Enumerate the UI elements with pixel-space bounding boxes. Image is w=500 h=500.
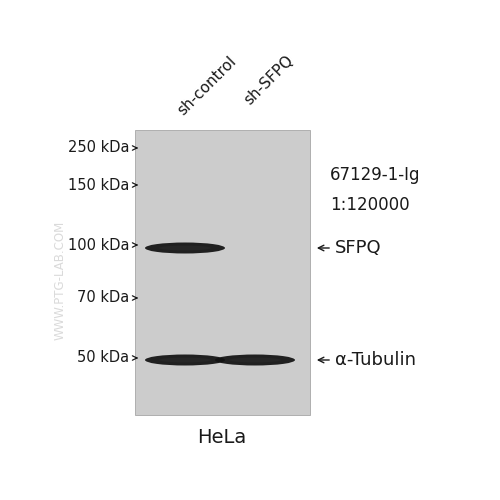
Ellipse shape xyxy=(229,358,281,362)
Ellipse shape xyxy=(145,242,225,254)
Ellipse shape xyxy=(215,354,295,366)
Text: sh-control: sh-control xyxy=(174,54,239,118)
Text: 67129-1-Ig: 67129-1-Ig xyxy=(330,166,420,184)
Text: α-Tubulin: α-Tubulin xyxy=(335,351,416,369)
Text: HeLa: HeLa xyxy=(198,428,246,447)
Text: sh-SFPQ: sh-SFPQ xyxy=(242,53,296,108)
Ellipse shape xyxy=(145,354,225,366)
Text: 70 kDa: 70 kDa xyxy=(77,290,129,306)
Ellipse shape xyxy=(159,358,211,362)
Text: 50 kDa: 50 kDa xyxy=(77,350,129,366)
Text: 250 kDa: 250 kDa xyxy=(68,140,129,156)
Text: 1:120000: 1:120000 xyxy=(330,196,409,214)
Text: WWW.PTG-LAB.COM: WWW.PTG-LAB.COM xyxy=(54,220,66,340)
Text: SFPQ: SFPQ xyxy=(335,239,382,257)
Text: 100 kDa: 100 kDa xyxy=(68,238,129,252)
Ellipse shape xyxy=(159,246,211,250)
Bar xyxy=(135,130,310,415)
Text: 150 kDa: 150 kDa xyxy=(68,178,129,192)
